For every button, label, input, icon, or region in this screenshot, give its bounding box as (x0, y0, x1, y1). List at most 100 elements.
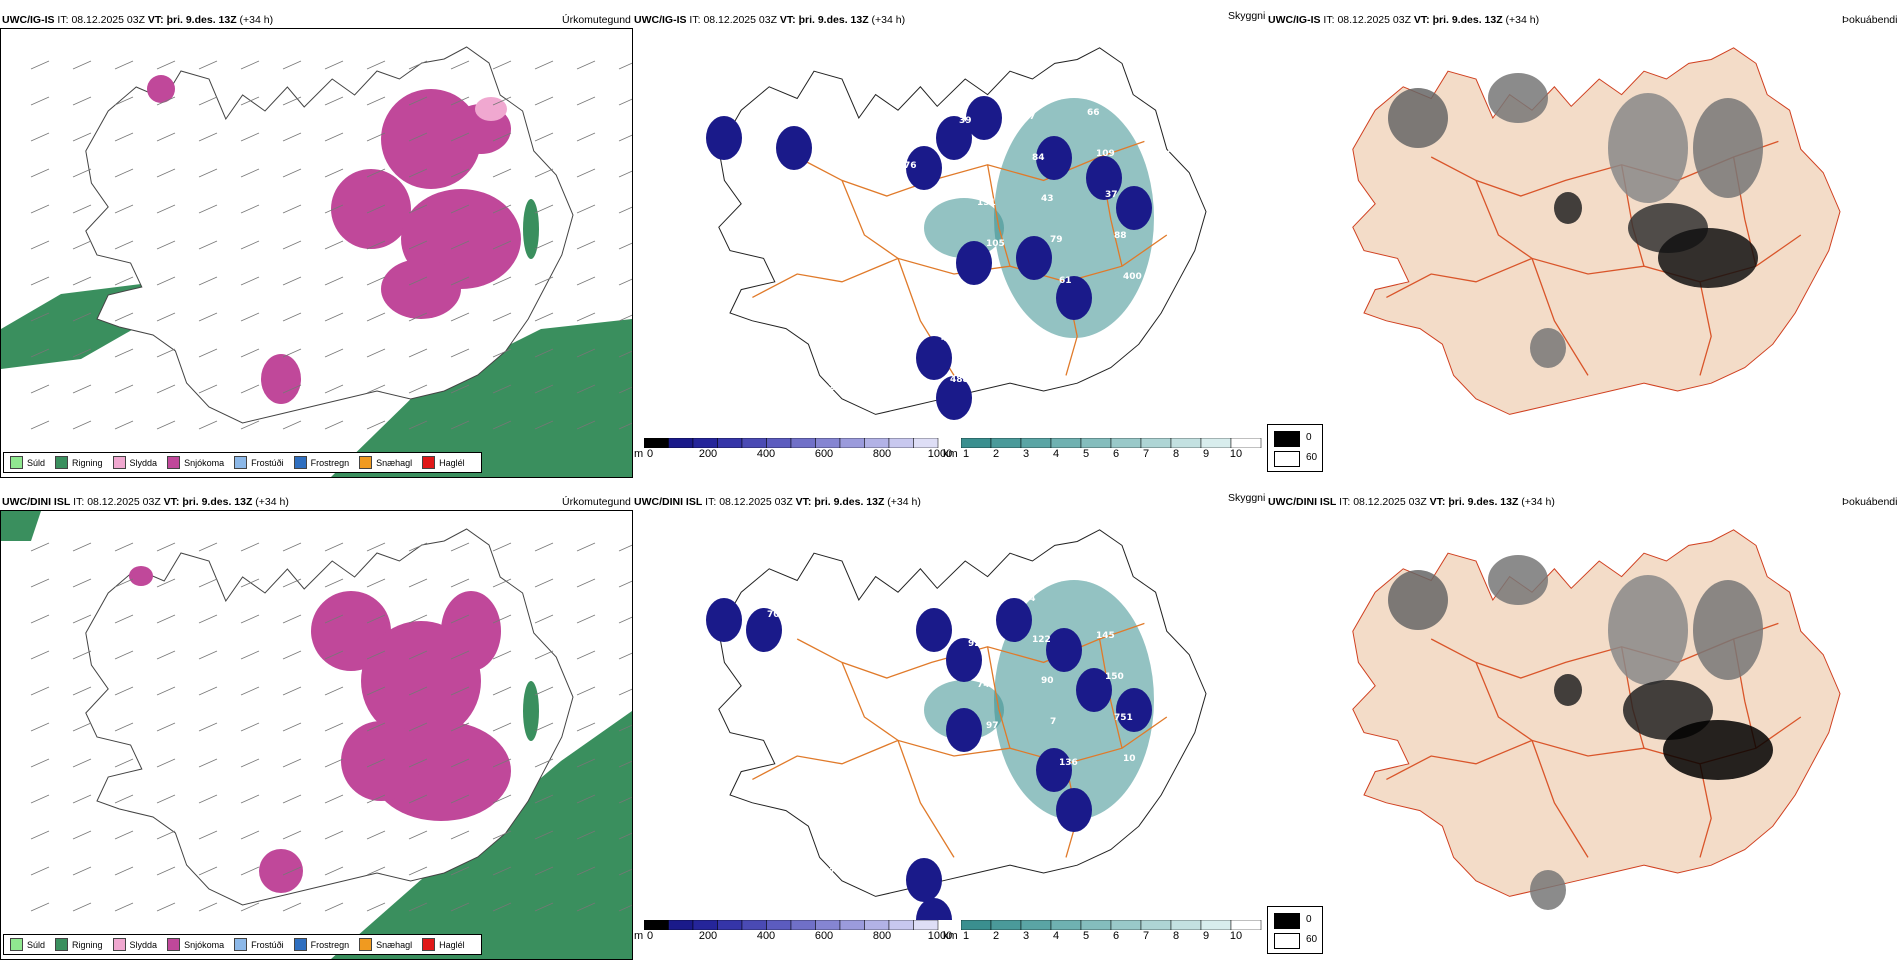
visibility-unit: km (943, 448, 958, 460)
wind-barb (534, 686, 554, 696)
wind-barb (324, 902, 344, 912)
wind-barb (198, 168, 218, 178)
cloud-base-label: 151 (977, 198, 996, 208)
wind-barb (534, 60, 554, 70)
wind-barb (114, 96, 134, 106)
fog-index-area (1693, 98, 1763, 198)
wind-barb (408, 542, 428, 552)
fog-panel-header: UWC/DINI ISL IT: 08.12.2025 03Z VT: þri.… (1268, 496, 1555, 508)
wind-barb (324, 650, 344, 660)
precip-legend-item: Haglél (422, 456, 465, 469)
wind-barb (240, 866, 260, 876)
wind-barb (282, 204, 302, 214)
wind-barb (618, 796, 632, 804)
cloud-base-label: 40 (968, 157, 981, 167)
cloud-base-label: 107 (758, 387, 777, 397)
precip-legend-item: Snjókoma (167, 456, 224, 469)
wind-barb (576, 902, 596, 912)
wind-barb (408, 276, 428, 286)
it-value: 08.12.2025 03Z (1337, 14, 1411, 26)
precip-legend-label: Súld (27, 457, 46, 468)
snow-area (261, 354, 301, 404)
wind-barb (30, 542, 50, 552)
cloudbase-color-step (644, 920, 669, 930)
vt-value: þri. 9.des. 13Z (814, 496, 885, 508)
wind-barb (282, 794, 302, 804)
precip-legend-label: Haglél (439, 457, 465, 468)
visibility-tick-label: 2 (992, 930, 1000, 942)
vt-label: VT: (779, 14, 796, 26)
wind-barb (534, 384, 554, 394)
road-line (752, 716, 1168, 780)
wind-barb (408, 866, 428, 876)
cloud-base-label: 63 (913, 684, 926, 694)
wind-barb (198, 384, 218, 394)
wind-barb (450, 614, 470, 624)
low-cloud-area (1076, 668, 1112, 712)
precip-legend-label: Frostregn (310, 939, 350, 950)
fog-index-legend: 0 60 (1267, 424, 1323, 472)
wind-barb (114, 312, 134, 322)
low-visibility-area (994, 580, 1154, 820)
wind-barb (30, 758, 50, 768)
visibility-tick-label: 3 (1022, 930, 1030, 942)
model-name: UWC/IG-IS (1268, 14, 1321, 26)
wind-barb (366, 722, 386, 732)
wind-barb (156, 276, 176, 286)
road-line (897, 740, 955, 858)
visibility-panel-title: Skyggni (1228, 492, 1266, 504)
cloud-base-label: 66 (1087, 108, 1100, 118)
cloud-base-label: 112 (1178, 227, 1197, 237)
wind-barb (366, 240, 386, 250)
it-value: 08.12.2025 03Z (1353, 496, 1427, 508)
wind-barb (198, 722, 218, 732)
visibility-tick-label: 1 (962, 930, 970, 942)
wind-barb (576, 866, 596, 876)
visibility-color-step (1110, 920, 1142, 930)
it-label: IT: (705, 496, 717, 508)
visibility-color-step (1020, 920, 1052, 930)
wind-barb (618, 724, 632, 732)
vt-label: VT: (1413, 14, 1430, 26)
visibility-tick-label: 4 (1052, 448, 1060, 460)
wind-barb (114, 686, 134, 696)
wind-barb (366, 276, 386, 286)
cloudbase-color-step (766, 920, 792, 930)
fog-map-graphic (1352, 47, 1841, 415)
wind-barb (492, 758, 512, 768)
precip-map-graphic (1, 511, 632, 959)
visibility-tick-label: 8 (1172, 930, 1180, 942)
wind-barb (282, 686, 302, 696)
cloud-base-label: 57 (694, 91, 707, 101)
wind-barb (366, 614, 386, 624)
it-label: IT: (1323, 14, 1335, 26)
visibility-color-step (1170, 920, 1202, 930)
cloud-map-graphic: 76 70 92 63 97 136 128 111 339 130 15 74 7 10 70 132 330… (694, 529, 1224, 920)
cloudbase-tick-label: 600 (814, 930, 834, 942)
cloud-base-label: 74 (977, 680, 990, 690)
wind-barb (114, 276, 134, 286)
precip-legend-item: Súld (10, 456, 45, 469)
precip-legend-swatch (293, 938, 307, 951)
cloud-base-label: 751 (1114, 713, 1133, 723)
wind-barb (576, 420, 596, 430)
wind-barb (618, 616, 632, 624)
visibility-color-step (1140, 438, 1172, 448)
wind-barb (576, 722, 596, 732)
wind-barb (156, 902, 176, 912)
low-cloud-area (906, 146, 942, 190)
wind-barb (324, 96, 344, 106)
fog-index-area (1554, 674, 1582, 706)
cloud-base-label: 30 (722, 705, 735, 715)
wind-barb (618, 134, 632, 142)
lead-time: (+34 h) (871, 14, 906, 26)
wind-barb (534, 830, 554, 840)
wind-barb (534, 578, 554, 588)
wind-barb (450, 312, 470, 322)
wind-barb (30, 204, 50, 214)
road-line (752, 234, 1168, 298)
wind-barb (72, 384, 92, 394)
cloud-base-label: 84 (1032, 153, 1045, 163)
it-label: IT: (689, 14, 701, 26)
wind-barb (366, 542, 386, 552)
